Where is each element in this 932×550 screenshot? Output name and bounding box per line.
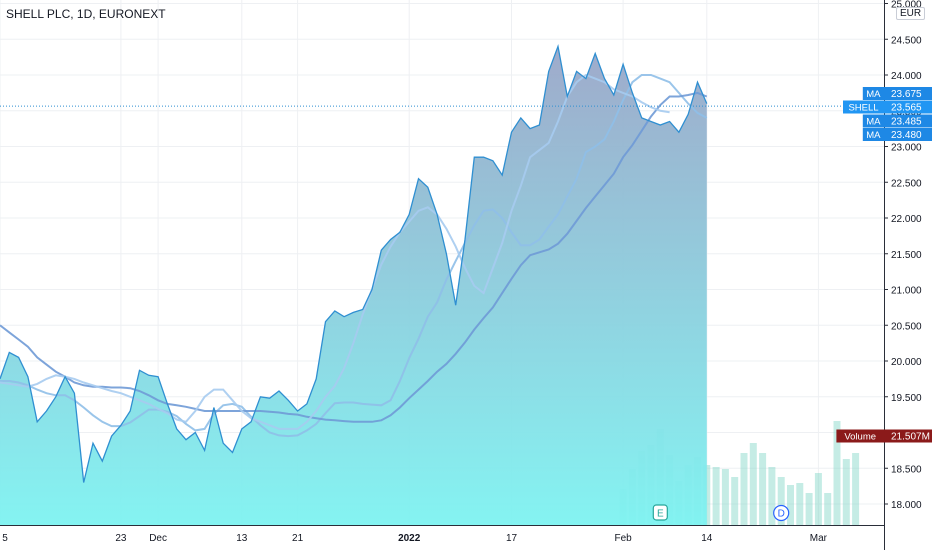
y-tick-label: 22.500 (891, 178, 922, 189)
currency-button[interactable]: EUR (896, 7, 926, 20)
volume-bar (796, 483, 804, 525)
ma-label-1: MA 23.675 (862, 87, 932, 100)
x-tick-label: 2022 (398, 533, 421, 544)
volume-bar (749, 443, 757, 525)
event-label: D (778, 509, 785, 520)
earnings-icon (652, 504, 668, 521)
time-axis-bg (0, 525, 884, 550)
volume-label-name-bg (836, 429, 884, 443)
ma-label-2-value-bg (884, 114, 932, 128)
y-tick-label: 20.500 (891, 321, 922, 332)
dividend-icon (773, 504, 790, 522)
volume-bar (852, 453, 860, 525)
y-tick-label: 23.000 (891, 143, 922, 154)
ma-label-2-name: MA (866, 117, 881, 128)
ma-label-2-value: 23.485 (891, 117, 922, 128)
y-tick-label: 21.000 (891, 286, 922, 297)
ma-label-3-value: 23.480 (891, 130, 922, 141)
y-tick-label: 18.500 (891, 464, 922, 475)
y-tick-label: 24.500 (891, 35, 922, 46)
x-tick-label: Dec (149, 533, 167, 544)
volume-bar (759, 453, 767, 525)
volume-bar (740, 453, 748, 525)
event-marker-e[interactable]: E (652, 504, 668, 521)
ma-line-3 (0, 73, 670, 430)
volume-bar (805, 493, 813, 525)
y-tick-label: 22.000 (891, 214, 922, 225)
time-axis[interactable]: 5 23 Dec 13 21 2022 17 Feb 14 Mar (0, 525, 884, 550)
volume-bar (833, 421, 841, 525)
ma-label-3-name: MA (866, 130, 881, 141)
ma-label-3-value-bg (884, 128, 932, 141)
price-axis[interactable]: 25.00024.50024.00023.50023.00022.50022.0… (884, 0, 932, 550)
price-label-name-bg (843, 100, 884, 114)
volume-label-value: 21.507M (891, 432, 930, 443)
ma-label-1-name-bg (862, 87, 884, 100)
x-tick-label: Feb (614, 533, 632, 544)
price-label-value: 23.565 (891, 103, 922, 114)
event-label: E (657, 509, 664, 520)
x-tick-label: 21 (292, 533, 304, 544)
volume-bar (814, 473, 822, 525)
volume-bar (712, 467, 720, 525)
volume-bar (824, 493, 832, 525)
price-label: SHELL 23.565 (843, 100, 932, 114)
volume-bar (731, 477, 739, 525)
ma-label-2: MA 23.485 (862, 114, 932, 128)
price-label-name: SHELL (848, 103, 878, 114)
y-tick-label: 18.000 (891, 500, 922, 511)
event-marker-d[interactable]: D (773, 504, 790, 522)
ma-line-2 (0, 91, 708, 423)
ma-label-3-name-bg (862, 128, 884, 141)
y-tick-label: 21.500 (891, 250, 922, 261)
y-tick-label: 24.000 (891, 71, 922, 82)
ma-label-1-name: MA (866, 89, 881, 100)
ma-label-3: MA 23.480 (862, 128, 932, 141)
x-tick-label: 5 (2, 533, 8, 544)
y-tick-label: 25.000 (891, 0, 922, 11)
ma-label-2-name-bg (862, 114, 884, 128)
volume-label-value-bg (884, 429, 932, 443)
volume-bar (721, 469, 729, 525)
volume-bar (842, 459, 850, 525)
x-tick-label: Mar (810, 533, 828, 544)
ma-line-1 (0, 74, 708, 438)
x-tick-label: 23 (115, 533, 127, 544)
price-area (0, 46, 707, 526)
price-line (0, 43, 708, 483)
y-tick-label: 19.500 (891, 393, 922, 404)
x-tick-label: 17 (506, 533, 518, 544)
volume-label: Volume 21.507M (836, 429, 932, 443)
volume-bar (768, 467, 776, 525)
y-tick-label: 20.000 (891, 357, 922, 368)
price-label-value-bg (884, 100, 932, 114)
volume-label-name: Volume (844, 432, 876, 443)
ma-label-1-value: 23.675 (891, 89, 922, 100)
chart-title: SHELL PLC, 1D, EURONEXT (6, 7, 166, 21)
x-tick-label: 14 (701, 533, 713, 544)
x-tick-label: 13 (236, 533, 248, 544)
volume-bar (777, 477, 785, 525)
ma-label-1-value-bg (884, 87, 932, 100)
volume-bar (787, 485, 794, 525)
